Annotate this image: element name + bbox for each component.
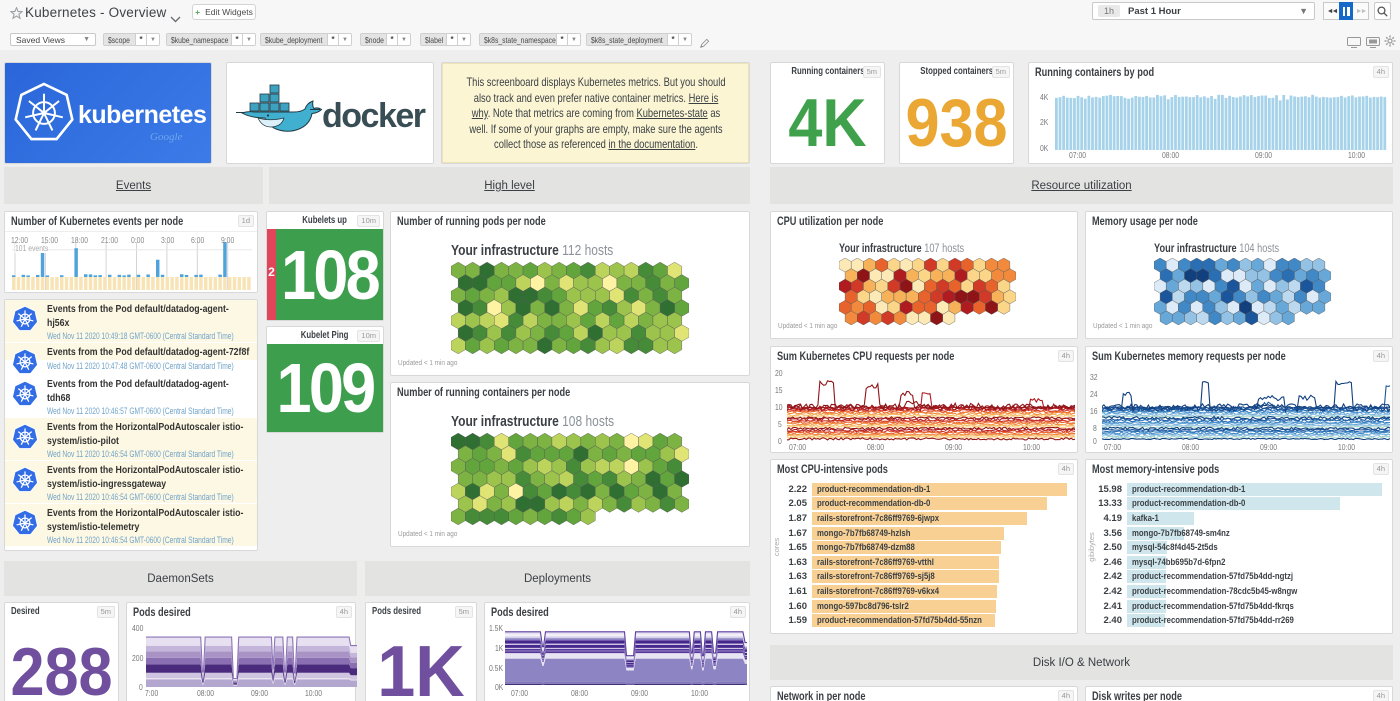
svg-text:kubernetes: kubernetes — [78, 101, 206, 129]
svg-text:Google: Google — [150, 131, 183, 143]
svg-text:docker: docker — [322, 97, 426, 135]
